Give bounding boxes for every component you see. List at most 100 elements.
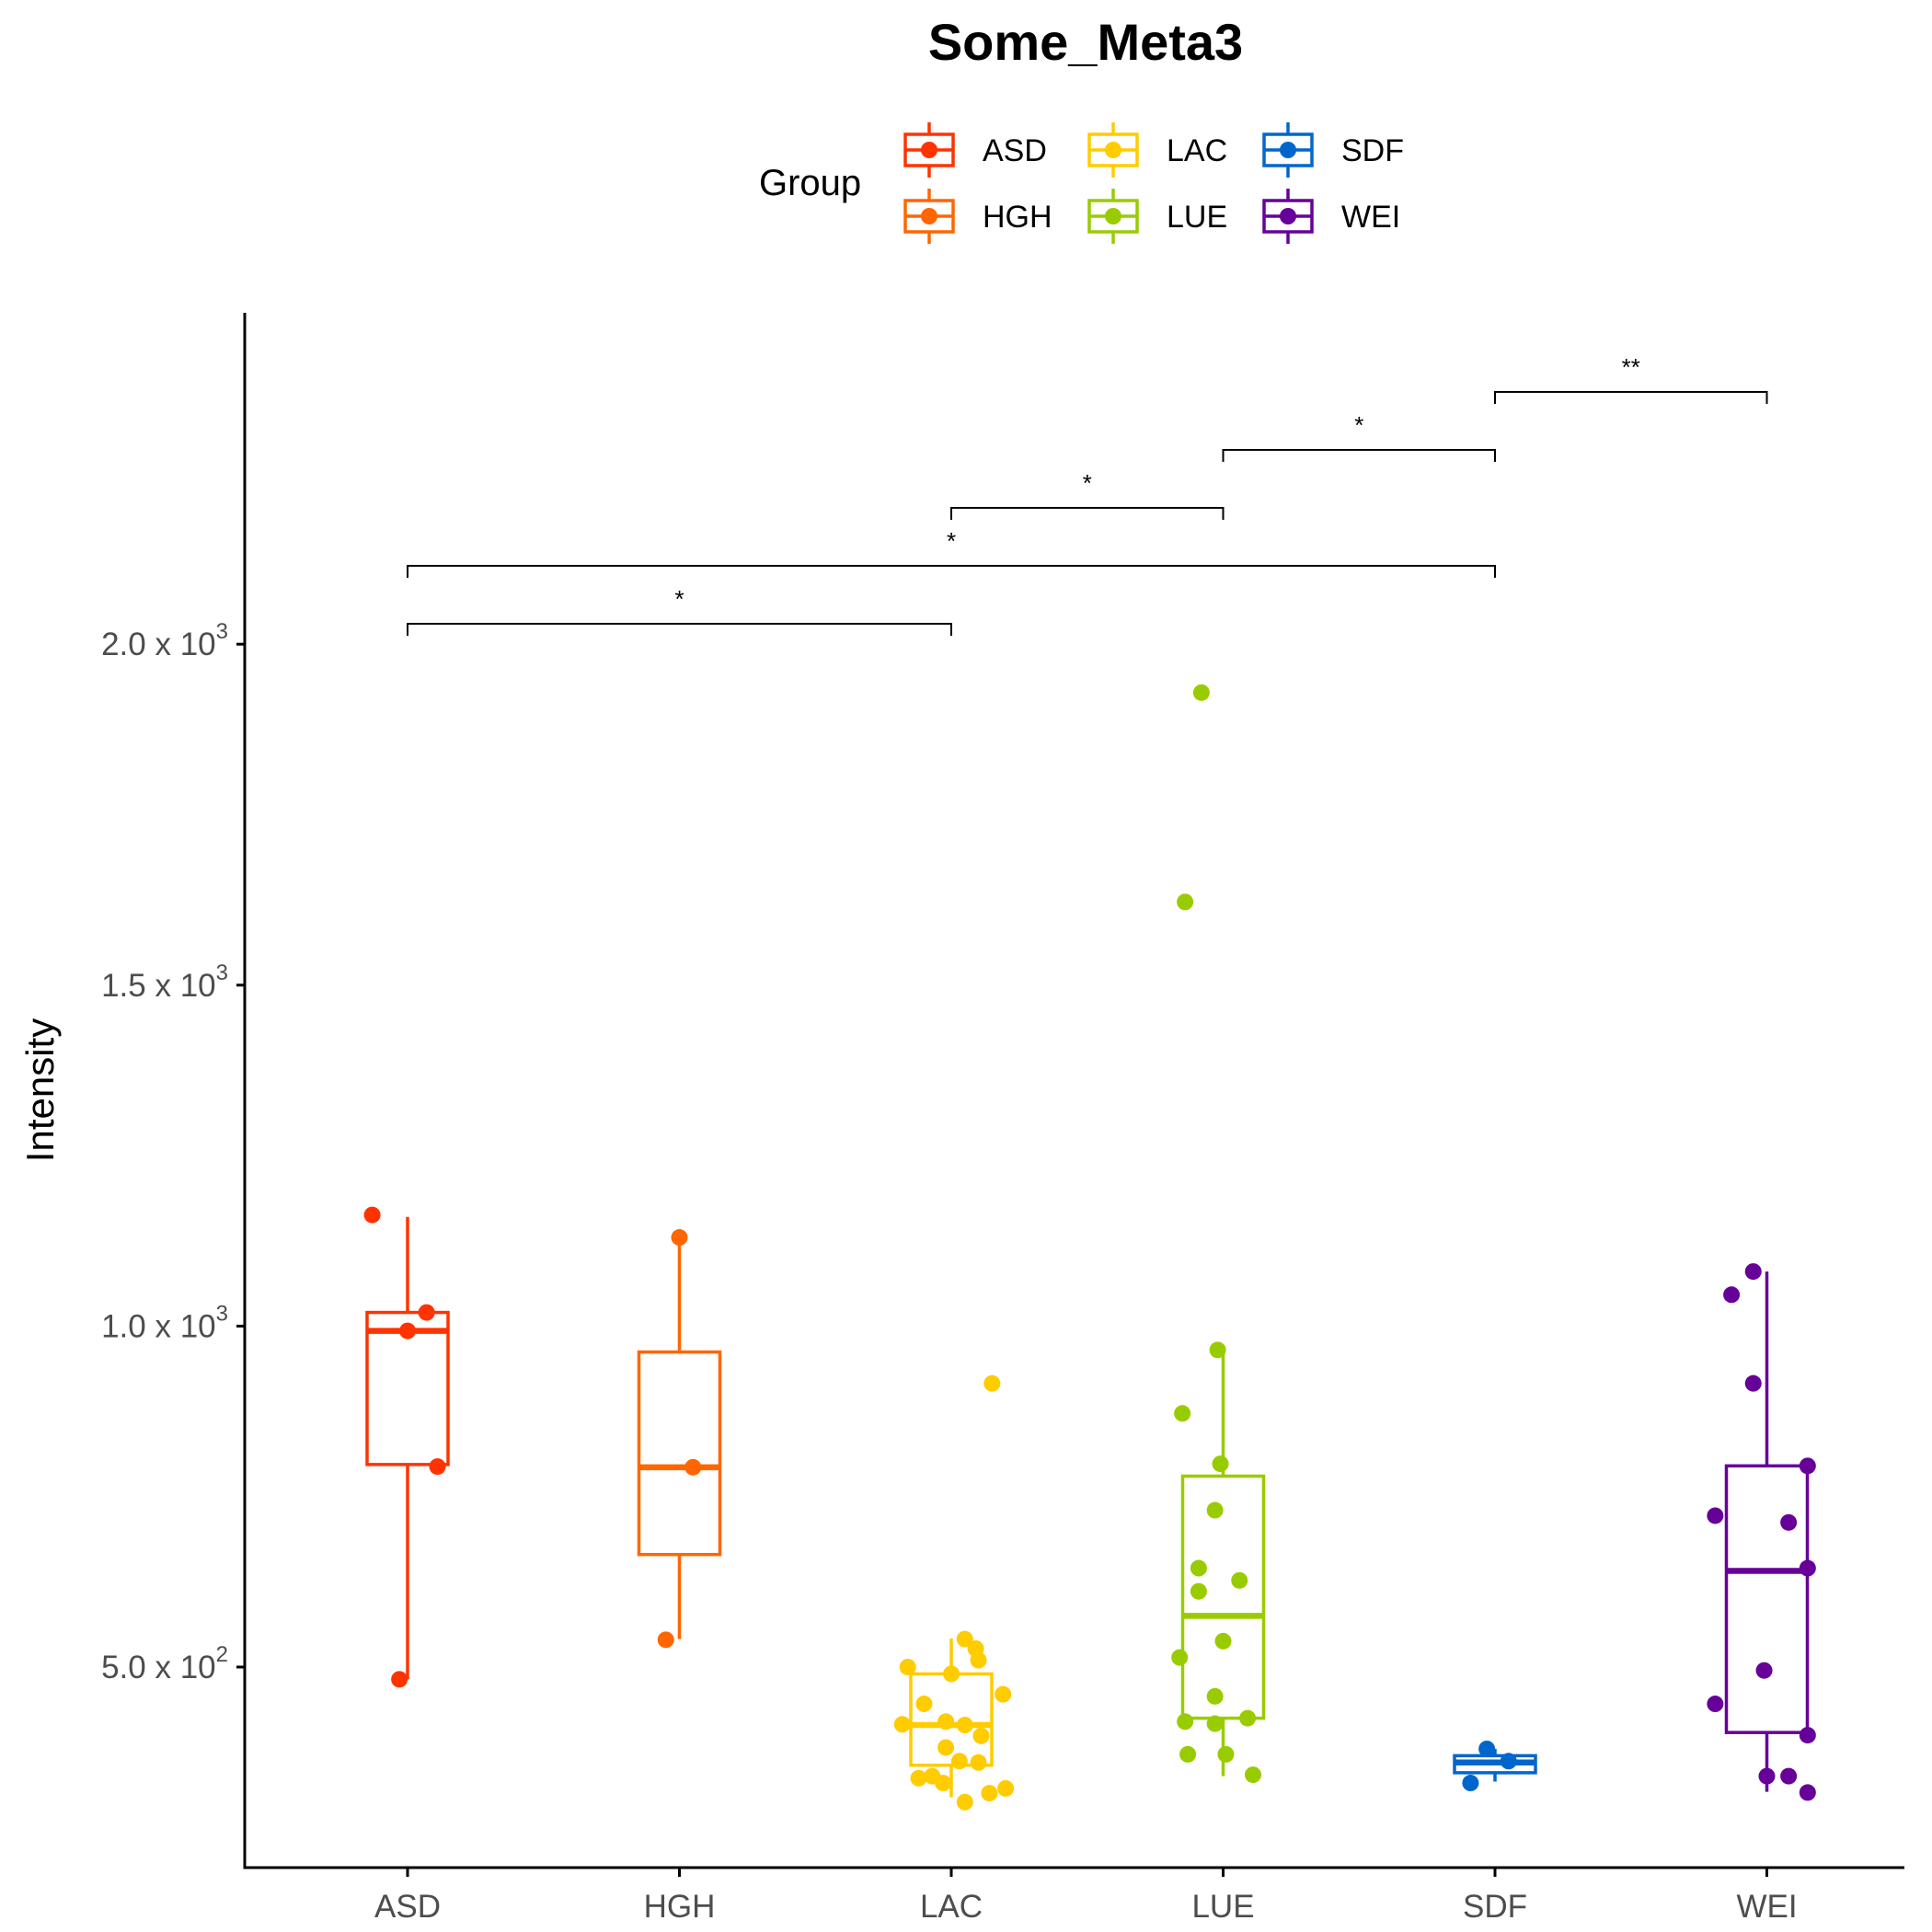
bracket-lue-sdf xyxy=(1222,448,1496,462)
point-wei xyxy=(1780,1767,1798,1785)
point-asd xyxy=(418,1304,435,1321)
box-wei xyxy=(1724,1271,1810,1792)
significance-brackets: ****** xyxy=(407,353,1768,636)
bracket-lue-sdf-label: * xyxy=(1354,411,1363,439)
point-lac xyxy=(970,1651,987,1669)
y-tick-label: 1.5 x 103 xyxy=(101,960,228,1004)
x-ticks: ASD HGH LAC LUE SDF WEI xyxy=(374,1868,1798,1925)
legend-label-lac: LAC xyxy=(1167,133,1227,168)
point-wei xyxy=(1707,1507,1724,1524)
point-lue xyxy=(1206,1501,1224,1519)
point-wei xyxy=(1755,1662,1773,1679)
point-lac xyxy=(972,1727,990,1744)
point-wei xyxy=(1799,1559,1816,1577)
x-tick-label-asd: ASD xyxy=(374,1889,441,1925)
point-lac xyxy=(956,1630,973,1648)
point-asd xyxy=(399,1322,416,1340)
point-lac xyxy=(997,1779,1015,1797)
point-lue xyxy=(1206,1687,1224,1705)
point-sdf xyxy=(1462,1775,1479,1792)
bracket-lac-lue xyxy=(950,506,1225,520)
box-plots xyxy=(365,1216,1810,1798)
legend-title: Group xyxy=(759,163,861,203)
y-tick-label: 5.0 x 102 xyxy=(101,1642,228,1685)
point-asd xyxy=(391,1671,408,1688)
legend-label-sdf: SDF xyxy=(1341,133,1404,168)
point-lue xyxy=(1206,1715,1224,1732)
point-lue xyxy=(1190,1559,1207,1577)
point-wei xyxy=(1744,1263,1762,1281)
point-hgh xyxy=(671,1229,688,1247)
point-lac xyxy=(950,1753,968,1770)
point-asd xyxy=(429,1458,446,1476)
point-lue xyxy=(1209,1341,1226,1359)
x-tick-label-lue: LUE xyxy=(1191,1889,1254,1925)
point-lue xyxy=(1177,1713,1194,1731)
point-lac xyxy=(899,1659,916,1675)
point-lac xyxy=(983,1374,1001,1392)
point-hgh xyxy=(684,1458,702,1476)
y-tick-label: 2.0 x 103 xyxy=(101,619,228,662)
point-wei xyxy=(1758,1767,1776,1785)
point-lue xyxy=(1231,1571,1248,1589)
point-lac xyxy=(937,1713,955,1731)
legend-label-lue: LUE xyxy=(1167,200,1227,235)
bracket-asd-sdf xyxy=(407,564,1496,578)
point-wei xyxy=(1707,1696,1724,1713)
bracket-asd-lac-label: * xyxy=(674,585,684,613)
bracket-asd-lac xyxy=(407,622,952,636)
box-body-hgh xyxy=(637,1350,722,1557)
point-lue xyxy=(1192,684,1210,701)
box-body-wei xyxy=(1724,1464,1810,1734)
legend: Group ASD HGH LAC LUE SDF WEI xyxy=(759,122,1404,244)
legend-key-lac xyxy=(1087,122,1139,178)
x-tick-label-lac: LAC xyxy=(920,1889,983,1925)
point-sdf xyxy=(1478,1740,1496,1757)
point-lac xyxy=(956,1793,973,1811)
point-asd xyxy=(363,1206,381,1224)
point-wei xyxy=(1780,1513,1798,1531)
y-ticks: 5.0 x 102 1.0 x 103 1.5 x 103 2.0 x 103 xyxy=(101,619,245,1685)
point-wei xyxy=(1799,1457,1816,1475)
point-lue xyxy=(1239,1709,1257,1727)
y-tick-label: 1.0 x 103 xyxy=(101,1301,228,1344)
bracket-lac-lue-label: * xyxy=(1083,469,1092,497)
point-lue xyxy=(1217,1745,1235,1763)
x-tick-label-hgh: HGH xyxy=(644,1889,716,1925)
axes: Intensity xyxy=(18,313,1904,1869)
box-asd xyxy=(365,1216,450,1680)
bracket-asd-sdf-label: * xyxy=(947,527,956,555)
point-lue xyxy=(1190,1582,1207,1600)
point-lue xyxy=(1245,1766,1262,1784)
point-hgh xyxy=(657,1631,674,1649)
chart-title: Some_Meta3 xyxy=(928,13,1243,71)
point-lue xyxy=(1212,1455,1229,1473)
legend-key-wei xyxy=(1262,189,1314,244)
y-axis-title: Intensity xyxy=(18,1018,62,1162)
point-lue xyxy=(1171,1649,1189,1666)
legend-key-hgh xyxy=(903,189,955,244)
point-lac xyxy=(970,1754,987,1771)
x-tick-label-wei: WEI xyxy=(1736,1889,1797,1925)
point-lac xyxy=(995,1685,1012,1703)
point-wei xyxy=(1799,1784,1816,1801)
legend-key-lue xyxy=(1087,189,1139,244)
point-sdf xyxy=(1500,1753,1517,1770)
legend-key-asd xyxy=(903,122,955,178)
point-lac xyxy=(893,1716,911,1733)
legend-key-sdf xyxy=(1262,122,1314,178)
point-wei xyxy=(1723,1286,1741,1304)
bracket-sdf-wei-label: ** xyxy=(1622,353,1640,381)
legend-label-wei: WEI xyxy=(1341,200,1400,235)
point-lac xyxy=(981,1785,998,1802)
point-lac xyxy=(956,1717,973,1734)
point-lue xyxy=(1177,893,1194,911)
data-points xyxy=(363,684,1816,1811)
bracket-sdf-wei xyxy=(1494,390,1768,404)
legend-label-hgh: HGH xyxy=(983,200,1052,235)
point-lac xyxy=(910,1769,927,1787)
point-lac xyxy=(937,1739,955,1756)
point-lue xyxy=(1174,1405,1191,1422)
legend-label-asd: ASD xyxy=(983,133,1047,168)
